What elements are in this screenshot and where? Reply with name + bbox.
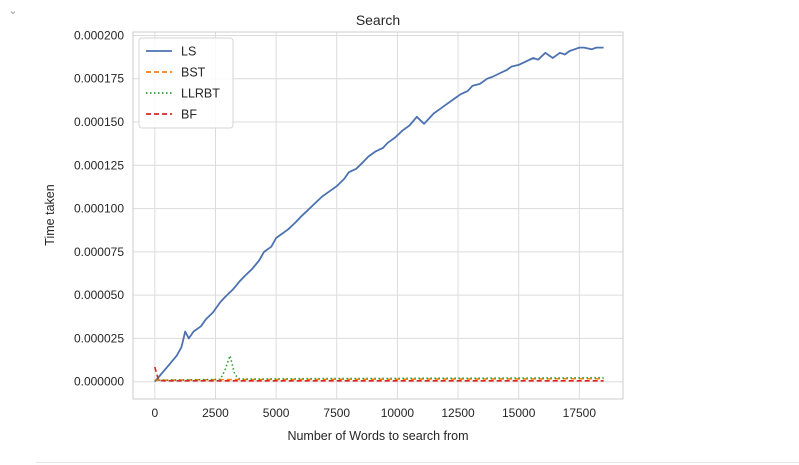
y-axis-label: Time taken (43, 184, 57, 245)
y-tick-label: 0.000200 (74, 28, 124, 42)
y-tick-label: 0.000150 (74, 115, 124, 129)
x-tick-label: 5000 (263, 406, 290, 420)
legend: LS BST LLRBT BF (138, 37, 234, 129)
x-tick-label: 12500 (441, 406, 475, 420)
legend-label-bst: BST (181, 66, 206, 80)
legend-label-ls: LS (181, 45, 196, 59)
series-layer (154, 46, 604, 383)
y-tick-label: 0.000125 (74, 158, 124, 172)
x-tick-label: 2500 (202, 406, 229, 420)
x-tick-label: 7500 (323, 406, 350, 420)
x-tick-labels: 0 2500 5000 7500 10000 12500 15000 17500 (151, 406, 596, 420)
legend-label-bf: BF (181, 108, 197, 122)
series-line-llrbt (154, 354, 604, 382)
y-tick-label: 0.000025 (74, 331, 124, 345)
x-tick-label: 10000 (381, 406, 415, 420)
chevron-down-icon[interactable]: ⌄ (8, 5, 18, 17)
plot-frame (132, 31, 624, 400)
series-line-bf (154, 366, 604, 382)
x-tick-label: 15000 (502, 406, 536, 420)
cell-separator (36, 462, 799, 463)
y-tick-label: 0.000000 (74, 375, 124, 389)
y-tick-label: 0.000175 (74, 72, 124, 86)
y-tick-label: 0.000100 (74, 202, 124, 216)
chart-title: Search (356, 12, 400, 28)
series-line-bst (154, 377, 604, 382)
series-line-ls (154, 46, 604, 383)
x-tick-label: 17500 (563, 406, 597, 420)
legend-label-llrbt: LLRBT (181, 87, 220, 101)
y-tick-labels: 0.000000 0.000025 0.000050 0.000075 0.000100… (74, 28, 124, 388)
legend-box (138, 37, 234, 129)
x-axis-label: Number of Words to search from (287, 429, 468, 443)
x-tick-label: 0 (151, 406, 158, 420)
y-tick-label: 0.000050 (74, 288, 124, 302)
y-tick-label: 0.000075 (74, 245, 124, 259)
